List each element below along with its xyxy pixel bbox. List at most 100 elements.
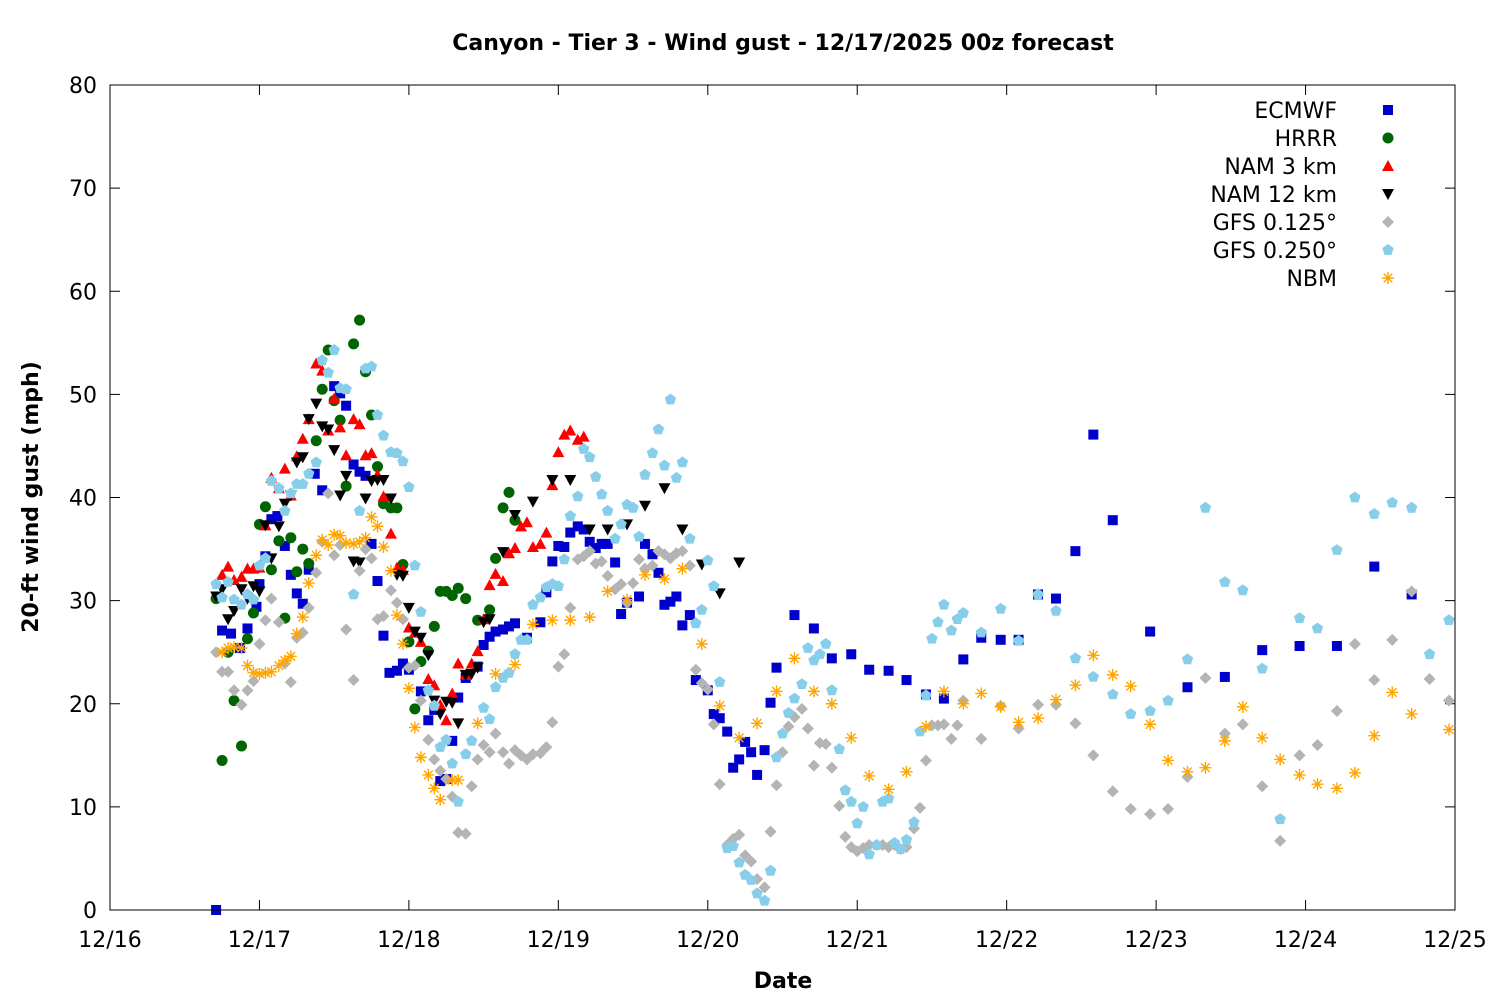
y-tick-labels: 0 10 20 30 40 50 60 70 80 (69, 74, 97, 924)
data-point (348, 459, 359, 470)
data-point (285, 532, 297, 544)
data-point (1293, 768, 1306, 781)
data-point (490, 552, 502, 564)
data-point (278, 498, 291, 510)
data-point (616, 609, 627, 620)
data-point (409, 559, 421, 571)
data-point (994, 700, 1007, 713)
data-point (1405, 585, 1418, 598)
data-point (521, 633, 533, 645)
data-point (384, 564, 397, 577)
data-point (534, 591, 547, 603)
data-point (483, 713, 496, 725)
data-point (825, 761, 838, 774)
data-point (1330, 782, 1343, 795)
data-point (497, 547, 510, 559)
data-point (265, 475, 278, 486)
data-point (1274, 813, 1286, 825)
data-point (759, 745, 770, 756)
data-point (359, 543, 372, 556)
data-point (945, 624, 958, 636)
data-point (390, 609, 403, 622)
data-point (465, 668, 478, 680)
data-point (975, 687, 988, 700)
data-point (883, 665, 894, 676)
data-point (758, 881, 771, 894)
data-point (465, 734, 478, 746)
data-point (459, 827, 472, 840)
data-point (639, 468, 651, 480)
data-point (1311, 622, 1324, 634)
data-point (391, 665, 402, 676)
data-point (235, 584, 248, 596)
data-point (428, 620, 440, 632)
data-point (689, 663, 702, 676)
data-point (247, 675, 260, 688)
data-point (340, 449, 353, 461)
data-point (676, 524, 689, 536)
data-point (801, 722, 814, 735)
data-point (765, 697, 776, 708)
data-point (460, 748, 472, 760)
data-point (217, 625, 228, 636)
data-point (713, 588, 726, 600)
data-point (259, 501, 271, 513)
data-point (1199, 671, 1212, 684)
data-point (733, 731, 746, 744)
data-point (746, 747, 757, 758)
data-point (764, 864, 777, 876)
data-point (558, 428, 571, 440)
data-point (1348, 637, 1361, 650)
data-point (733, 828, 746, 841)
data-point (222, 576, 234, 587)
data-point (414, 694, 427, 707)
x-tick-label: 12/19 (527, 928, 590, 953)
data-point (807, 759, 820, 772)
data-point (601, 504, 614, 516)
data-point (460, 593, 472, 605)
data-point (310, 435, 322, 447)
data-point (317, 485, 328, 496)
data-point (290, 457, 303, 469)
data-point (371, 409, 384, 420)
data-point (653, 567, 664, 578)
data-point (247, 581, 260, 593)
data-point (402, 602, 415, 614)
data-point (359, 531, 372, 544)
x-tick-label: 12/22 (975, 928, 1038, 953)
data-point (1125, 708, 1137, 719)
data-point (508, 658, 521, 671)
data-point (1236, 700, 1249, 713)
data-point (926, 632, 938, 644)
data-point (408, 659, 421, 672)
data-point (340, 480, 352, 492)
data-point (484, 631, 495, 642)
data-point (564, 510, 576, 521)
data-point (1124, 680, 1137, 693)
y-tick-label: 30 (69, 590, 97, 615)
data-point (253, 667, 266, 680)
data-point (684, 610, 695, 621)
data-point (707, 718, 720, 731)
data-point (328, 392, 341, 404)
data-point (882, 792, 895, 804)
data-point (322, 424, 335, 436)
series-5 (210, 344, 1455, 906)
data-point (615, 518, 627, 530)
data-point (863, 848, 875, 860)
data-point (279, 504, 291, 516)
data-point (408, 626, 421, 638)
data-point (615, 578, 628, 591)
data-point (348, 338, 360, 350)
legend-marker (1382, 189, 1394, 200)
data-point (296, 611, 309, 624)
data-point (702, 554, 714, 566)
chart-title: Canyon - Tier 3 - Wind gust - 12/17/2025… (452, 31, 1114, 56)
data-point (422, 733, 435, 746)
data-point (446, 687, 459, 699)
data-point (677, 620, 688, 631)
data-point (584, 536, 595, 547)
data-point (353, 504, 366, 516)
data-point (1331, 641, 1342, 651)
data-point (839, 784, 851, 796)
